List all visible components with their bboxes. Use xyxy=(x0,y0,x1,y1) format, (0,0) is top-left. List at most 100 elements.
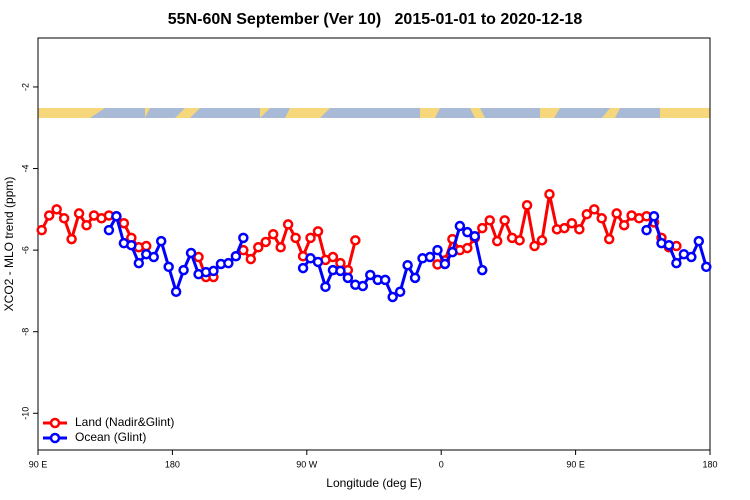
data-point xyxy=(297,262,309,274)
data-point xyxy=(335,265,346,277)
data-point xyxy=(36,224,47,236)
x-tick-label: 180 xyxy=(702,459,717,469)
x-axis-label: Longitude (deg E) xyxy=(326,476,421,490)
data-point xyxy=(379,274,391,286)
series-line xyxy=(107,214,245,294)
data-point xyxy=(58,213,70,224)
data-point xyxy=(439,258,451,270)
data-point xyxy=(596,213,607,224)
data-point xyxy=(133,257,145,269)
data-point xyxy=(618,219,630,231)
data-point xyxy=(648,211,660,222)
plot-frame xyxy=(37,37,711,451)
x-tick-label: 90 E xyxy=(29,459,48,469)
data-point xyxy=(267,228,279,240)
data-point xyxy=(81,219,92,231)
data-point xyxy=(663,239,675,251)
data-point xyxy=(424,251,436,263)
data-point xyxy=(387,291,398,303)
data-point xyxy=(350,235,361,246)
data-point xyxy=(73,208,85,219)
data-point xyxy=(238,232,249,244)
data-point xyxy=(185,247,197,259)
data-point xyxy=(574,224,585,235)
data-point xyxy=(365,269,376,281)
data-point xyxy=(536,235,548,246)
data-point xyxy=(126,239,137,251)
chart-title: 55N-60N September (Ver 10) 2015-01-01 to… xyxy=(168,11,583,28)
legend-marker xyxy=(49,417,61,429)
data-point xyxy=(178,264,189,276)
data-point xyxy=(566,217,578,229)
data-point xyxy=(641,224,652,236)
data-point xyxy=(686,251,697,263)
y-tick-label: -4 xyxy=(20,165,30,173)
data-point xyxy=(327,251,339,263)
data-point xyxy=(611,208,622,219)
data-point xyxy=(544,188,555,200)
data-point xyxy=(394,286,406,297)
data-point xyxy=(170,286,182,297)
data-point xyxy=(290,232,301,244)
data-point xyxy=(155,235,167,247)
data-point xyxy=(111,211,122,222)
data-point xyxy=(245,253,257,265)
data-point xyxy=(693,235,705,247)
data-point xyxy=(163,261,174,273)
data-point xyxy=(320,281,331,293)
data-point xyxy=(447,246,458,258)
data-point xyxy=(208,265,219,277)
data-point xyxy=(43,210,55,221)
y-tick-label: -2 xyxy=(20,83,30,91)
x-tick-label: 90 E xyxy=(566,459,585,469)
data-point xyxy=(462,242,473,254)
data-point xyxy=(141,240,152,252)
legend-label: Land (Nadir&Glint) xyxy=(75,415,174,429)
y-axis-label: XCO2 - MLO trend (ppm) xyxy=(2,177,16,312)
data-point xyxy=(454,220,466,232)
data-point xyxy=(223,257,234,269)
data-point xyxy=(477,264,488,276)
data-point xyxy=(66,233,77,245)
data-point xyxy=(253,242,264,253)
y-tick-label: -8 xyxy=(20,328,30,336)
data-point xyxy=(462,226,473,238)
data-point xyxy=(148,251,159,263)
data-point xyxy=(589,204,600,215)
data-point xyxy=(312,226,324,237)
data-point xyxy=(409,272,421,284)
data-point xyxy=(514,235,525,246)
map-strip xyxy=(38,108,710,118)
data-point xyxy=(103,224,115,236)
data-point xyxy=(499,215,510,226)
data-point xyxy=(477,222,488,234)
data-point xyxy=(469,230,481,242)
legend: Land (Nadir&Glint)Ocean (Glint) xyxy=(43,415,174,444)
y-tick-label: -6 xyxy=(20,246,30,254)
data-point xyxy=(529,240,540,252)
data-point xyxy=(357,280,369,292)
data-point xyxy=(260,236,271,248)
data-point xyxy=(275,242,286,253)
data-point xyxy=(51,204,62,215)
data-point xyxy=(402,259,413,271)
data-point xyxy=(484,215,495,226)
legend-label: Ocean (Glint) xyxy=(75,430,146,444)
data-point xyxy=(193,251,204,263)
data-point xyxy=(491,235,503,247)
data-point xyxy=(230,250,242,262)
x-tick-label: 0 xyxy=(439,459,444,469)
data-point xyxy=(559,222,570,234)
data-point xyxy=(118,217,130,229)
data-point xyxy=(312,256,324,268)
data-point xyxy=(603,233,615,245)
data-point xyxy=(581,208,593,220)
data-point xyxy=(521,199,533,211)
x-tick-label: 90 W xyxy=(296,459,318,469)
data-point xyxy=(701,261,712,273)
data-point xyxy=(305,232,316,244)
data-point xyxy=(282,219,294,230)
legend-marker xyxy=(49,432,61,444)
x-tick-label: 180 xyxy=(165,459,180,469)
